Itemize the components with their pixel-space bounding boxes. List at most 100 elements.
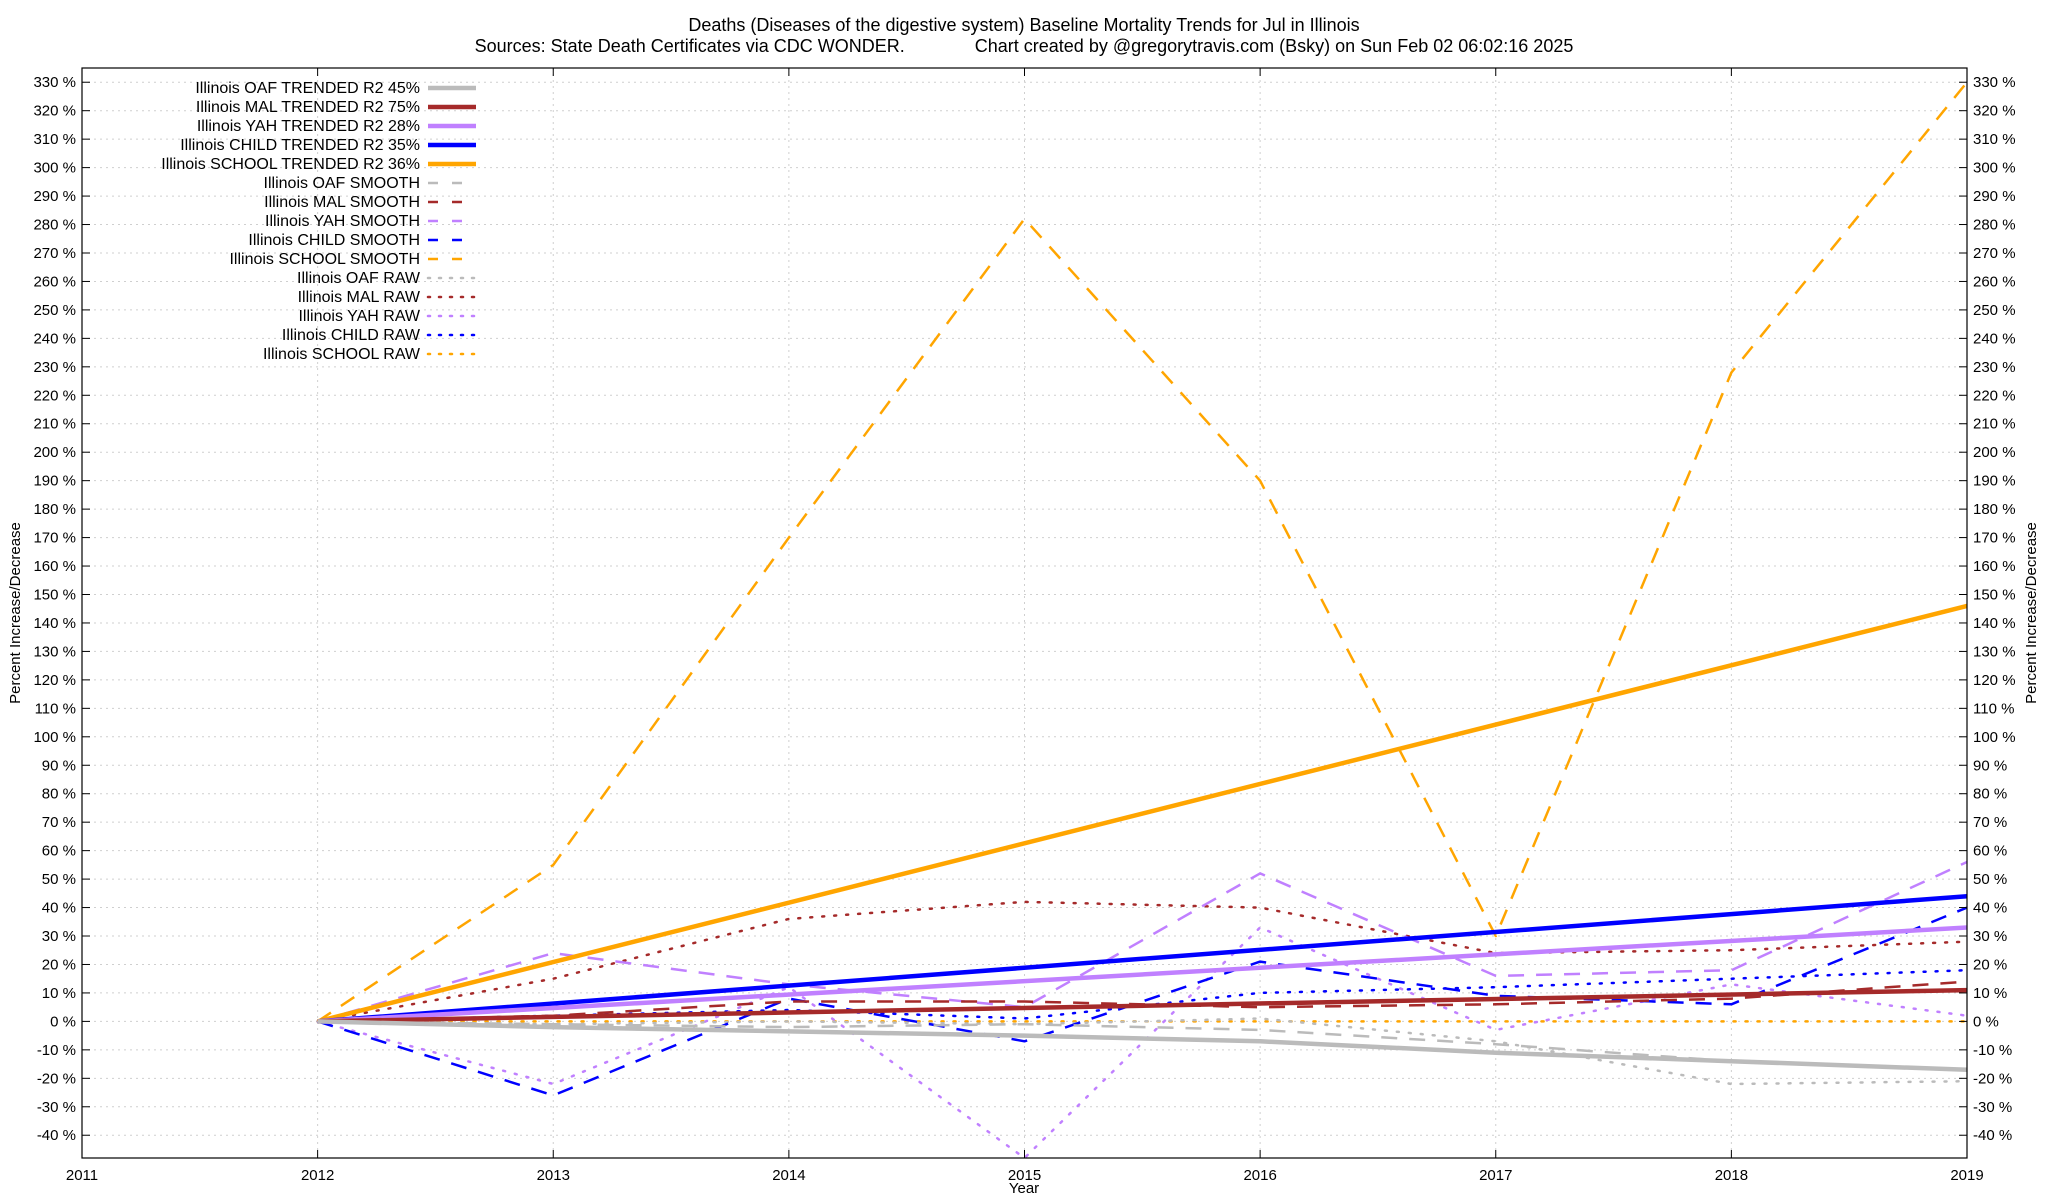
legend-label: Illinois MAL TRENDED R2 75% (196, 99, 420, 116)
y-tick-label: 80 % (42, 786, 76, 803)
chart-title: Deaths (Diseases of the digestive system… (688, 15, 1359, 35)
y2-tick-label: -30 % (1973, 1099, 2012, 1116)
y-tick-label: 190 % (33, 473, 76, 490)
y-tick-label: 280 % (33, 217, 76, 234)
y-tick-label: 240 % (33, 330, 76, 347)
y-tick-label: 70 % (42, 814, 76, 831)
series-line (316, 926, 1969, 1160)
series-line (317, 925, 1968, 1024)
y-tick-label: 180 % (33, 501, 76, 518)
y-tick-label: 250 % (33, 302, 76, 319)
x-tick-label: 2016 (1243, 1167, 1276, 1184)
y2-tick-label: 250 % (1973, 302, 2016, 319)
y-tick-label: 230 % (33, 359, 76, 376)
y2-tick-label: 190 % (1973, 473, 2016, 490)
y-tick-label: -40 % (37, 1127, 76, 1144)
y2-tick-label: 130 % (1973, 643, 2016, 660)
x-tick-label: 2015 (1008, 1167, 1041, 1184)
y-tick-label: 330 % (33, 74, 76, 91)
y2-tick-label: 70 % (1973, 814, 2007, 831)
y-tick-label: 10 % (42, 985, 76, 1002)
series-line (316, 900, 1969, 1023)
y2-tick-label: 170 % (1973, 530, 2016, 547)
y2-tick-label: 20 % (1973, 956, 2007, 973)
series-line (317, 603, 1968, 1024)
series-line (316, 1017, 1969, 1086)
x-axis-label: Year (1009, 1180, 1039, 1197)
x-tick-label: 2018 (1715, 1167, 1748, 1184)
legend-label: Illinois MAL RAW (298, 289, 421, 306)
y2-tick-label: 50 % (1973, 871, 2007, 888)
y-tick-label: 40 % (42, 900, 76, 917)
y-tick-label: -30 % (37, 1099, 76, 1116)
y2-tick-label: 120 % (1973, 672, 2016, 689)
legend-label: Illinois MAL SMOOTH (264, 194, 420, 211)
series-layer (316, 81, 1969, 1160)
y-tick-label: 140 % (33, 615, 76, 632)
legend-label: Illinois CHILD RAW (282, 327, 421, 344)
y2-tick-label: 240 % (1973, 330, 2016, 347)
y2-tick-label: 290 % (1973, 188, 2016, 205)
legend-label: Illinois OAF RAW (297, 270, 421, 287)
y2-tick-label: -20 % (1973, 1070, 2012, 1087)
legend-label: Illinois SCHOOL TRENDED R2 36% (161, 156, 420, 173)
y2-tick-label: 150 % (1973, 587, 2016, 604)
x-tick-label: 2014 (772, 1167, 805, 1184)
y-tick-label: 220 % (33, 387, 76, 404)
y-tick-label: 50 % (42, 871, 76, 888)
y2-tick-label: 210 % (1973, 416, 2016, 433)
y2-tick-label: -10 % (1973, 1042, 2012, 1059)
y2-tick-label: 260 % (1973, 273, 2016, 290)
series-line (317, 987, 1968, 1024)
y2-tick-label: 180 % (1973, 501, 2016, 518)
y2-tick-label: 330 % (1973, 74, 2016, 91)
y2-tick-label: 220 % (1973, 387, 2016, 404)
x-tick-label: 2019 (1950, 1167, 1983, 1184)
y-tick-label: 200 % (33, 444, 76, 461)
y-tick-label: 90 % (42, 757, 76, 774)
y2-tick-label: 140 % (1973, 615, 2016, 632)
y-tick-label: 20 % (42, 956, 76, 973)
y-axis-label: Percent Increase/Decrease (7, 522, 24, 704)
y2-tick-label: 90 % (1973, 757, 2007, 774)
x-tick-label: 2017 (1479, 1167, 1512, 1184)
y2-tick-label: 0 % (1973, 1013, 1999, 1030)
y2-tick-label: -40 % (1973, 1127, 2012, 1144)
y2-tick-label: 300 % (1973, 160, 2016, 177)
series-line (317, 1019, 1968, 1073)
y2-tick-label: 230 % (1973, 359, 2016, 376)
legend-label: Illinois YAH SMOOTH (265, 213, 420, 230)
y2-tick-label: 200 % (1973, 444, 2016, 461)
y2-tick-label: 60 % (1973, 843, 2007, 860)
y-tick-label: 110 % (35, 700, 76, 717)
y2-tick-label: 310 % (1973, 131, 2016, 148)
y-tick-label: 290 % (33, 188, 76, 205)
y2-tick-label: 110 % (1973, 700, 2014, 717)
y-tick-label: 170 % (33, 530, 76, 547)
y2-tick-label: 100 % (1973, 729, 2016, 746)
y-tick-label: 30 % (42, 928, 76, 945)
y-tick-label: 260 % (33, 273, 76, 290)
x-tick-label: 2013 (537, 1167, 570, 1184)
legend-label: Illinois OAF SMOOTH (264, 175, 420, 192)
y-tick-label: 160 % (33, 558, 76, 575)
y-tick-label: -10 % (37, 1042, 76, 1059)
y2-axis-label: Percent Increase/Decrease (2023, 522, 2040, 704)
legend-label: Illinois YAH TRENDED R2 28% (197, 118, 420, 135)
legend-label: Illinois CHILD SMOOTH (248, 232, 420, 249)
x-tick-label: 2012 (301, 1167, 334, 1184)
y-tick-label: 150 % (33, 587, 76, 604)
y2-tick-label: 10 % (1973, 985, 2007, 1002)
y2-tick-label: 270 % (1973, 245, 2016, 262)
legend-label: Illinois OAF TRENDED R2 45% (195, 80, 420, 97)
y-tick-label: 210 % (33, 416, 76, 433)
y2-tick-label: 280 % (1973, 217, 2016, 234)
y-tick-label: 320 % (33, 103, 76, 120)
y2-tick-label: 30 % (1973, 928, 2007, 945)
y-tick-label: 310 % (33, 131, 76, 148)
legend: Illinois OAF TRENDED R2 45% Illinois MAL … (161, 80, 478, 363)
legend-label: Illinois SCHOOL SMOOTH (229, 251, 420, 268)
y-tick-label: 60 % (42, 843, 76, 860)
y-tick-label: 100 % (33, 729, 76, 746)
